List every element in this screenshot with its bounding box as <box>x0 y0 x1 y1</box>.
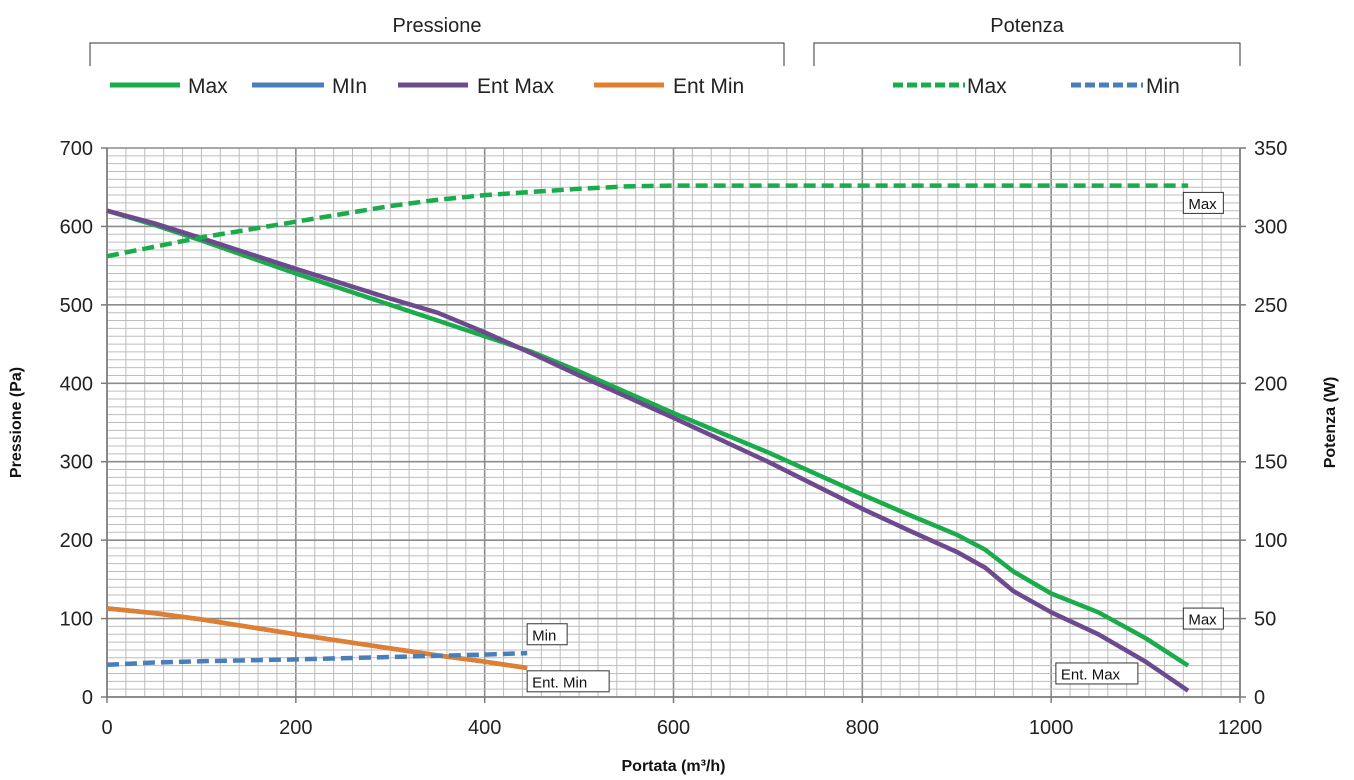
annotation-label: Ent. Min <box>526 670 610 693</box>
series-line-potenza-min <box>106 650 528 668</box>
legend-group-bracket <box>813 42 1241 66</box>
series-line-pressione-max <box>106 208 1190 668</box>
y-axis-right-title: Potenza (W) <box>1322 377 1339 469</box>
y-left-tick-label: 700 <box>60 138 93 160</box>
y-left-tick-label: 600 <box>60 216 93 238</box>
axes <box>101 147 1246 703</box>
annotation-text: Max <box>1188 196 1217 213</box>
x-tick-label: 600 <box>657 717 690 739</box>
legend-entry-label: Max <box>188 75 228 98</box>
x-tick-label: 800 <box>846 717 879 739</box>
y-right-tick-label: 150 <box>1254 452 1287 474</box>
legend-entry-label: Ent Max <box>477 75 555 98</box>
annotation-label: Ent. Max <box>1055 662 1139 685</box>
legend-entry-label: Ent Min <box>673 75 744 98</box>
annotation-box <box>1055 662 1139 685</box>
annotation-label: Min <box>526 623 568 646</box>
annotation-text: Min <box>532 627 556 644</box>
y-right-tick-label: 300 <box>1254 216 1287 238</box>
y-left-tick-label: 200 <box>60 530 93 552</box>
x-axis-title: Portata (m³/h) <box>622 758 726 775</box>
x-tick-label: 1200 <box>1218 717 1263 739</box>
x-tick-label: 0 <box>101 717 112 739</box>
legend-group-title: Potenza <box>990 15 1064 37</box>
annotation-text: Ent. Min <box>532 674 587 691</box>
y-left-tick-label: 500 <box>60 295 93 317</box>
y-left-tick-label: 300 <box>60 452 93 474</box>
y-right-tick-label: 200 <box>1254 373 1287 395</box>
annotation-box <box>526 623 568 646</box>
annotations: Max Min Ent. Min Max Ent. Max <box>526 191 1224 693</box>
annotation-label: Max <box>1182 607 1224 630</box>
legend-entry-label: Max <box>967 75 1007 98</box>
x-tick-label: 1000 <box>1029 717 1074 739</box>
annotation-box <box>526 670 610 693</box>
y-left-tick-label: 400 <box>60 373 93 395</box>
annotation-text: Max <box>1188 612 1217 629</box>
x-tick-label: 200 <box>279 717 312 739</box>
legend-entry-label: MIn <box>332 75 367 98</box>
tick-labels: 0 200 400 600 800 1000 12000100200300400500600… <box>60 138 1288 739</box>
series-lines <box>106 183 1190 693</box>
annotation-label: Max <box>1182 191 1224 214</box>
y-right-tick-label: 100 <box>1254 530 1287 552</box>
y-left-tick-label: 0 <box>82 687 93 709</box>
annotation-box <box>1182 607 1224 630</box>
legend-group-title: Pressione <box>393 15 482 37</box>
series-line-pressione-ent-max <box>106 208 1190 693</box>
grid <box>106 147 1241 698</box>
legend-entry-label: Min <box>1146 75 1180 98</box>
series-line-pressione-ent-min <box>106 606 528 671</box>
annotation-box <box>1182 191 1224 214</box>
series-line-potenza-max <box>106 183 1189 259</box>
annotation-text: Ent. Max <box>1061 666 1121 683</box>
x-tick-label: 400 <box>468 717 501 739</box>
legend: Pressione Potenza Max MIn Ent Max Ent Min Max M… <box>89 15 1241 98</box>
y-right-tick-label: 350 <box>1254 138 1287 160</box>
legend-group-bracket <box>89 42 785 66</box>
y-right-tick-label: 50 <box>1254 609 1276 631</box>
y-right-tick-label: 250 <box>1254 295 1287 317</box>
y-right-tick-label: 0 <box>1254 687 1265 709</box>
y-axis-left-title: Pressione (Pa) <box>8 367 25 478</box>
y-left-tick-label: 100 <box>60 609 93 631</box>
